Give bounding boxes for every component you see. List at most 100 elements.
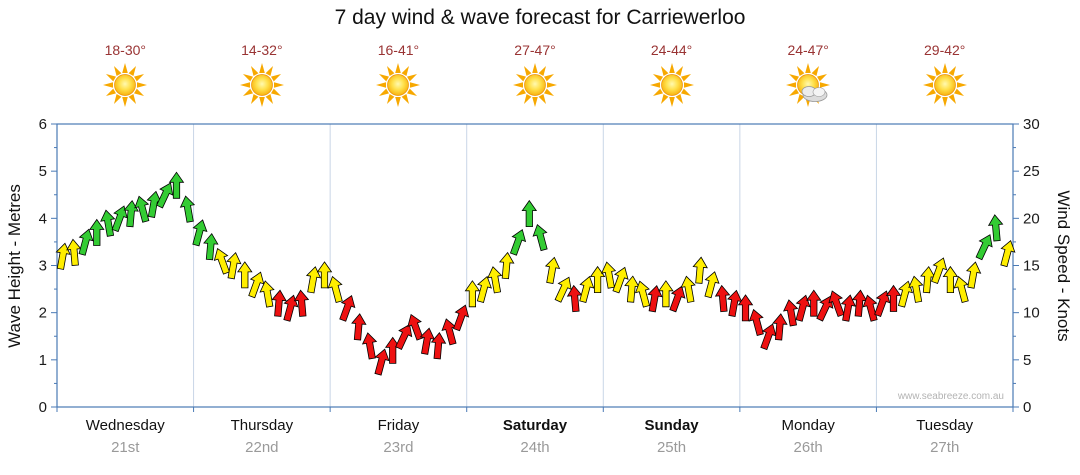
sun-ray <box>668 97 675 107</box>
sun-ray <box>817 74 828 82</box>
wind-arrow <box>669 285 686 313</box>
sun-ray <box>242 74 253 82</box>
temp-range-label: 29-42° <box>924 42 966 58</box>
sun-ray <box>675 93 683 105</box>
day-date-label: 24th <box>520 439 550 456</box>
day-date-label: 22nd <box>245 439 279 456</box>
wind-arrow <box>78 228 94 256</box>
sun-ray <box>953 88 964 96</box>
wind-arrow <box>430 332 447 360</box>
wind-arrow <box>237 261 253 289</box>
sun-ray <box>407 74 418 82</box>
sun-icon <box>513 63 557 107</box>
day-name-label: Thursday <box>230 417 294 434</box>
sun-ray <box>948 65 956 77</box>
sun-ray <box>675 65 683 77</box>
sun-ray <box>376 82 387 88</box>
wind-arrow <box>407 313 424 341</box>
day-footer-wednesday: Wednesday 21st <box>57 417 193 456</box>
sun-ray <box>956 82 967 88</box>
sun-ray <box>524 93 532 105</box>
wind-arrow <box>168 171 185 199</box>
right-axis-tick-label: 15 <box>1023 258 1040 275</box>
wind-arrow <box>374 348 390 376</box>
right-axis-tick-label: 5 <box>1023 352 1031 369</box>
sun-ray <box>103 82 114 88</box>
day-footer-friday: Friday 23rd <box>330 417 466 456</box>
wind-arrow <box>874 290 891 318</box>
sun-ray <box>652 74 663 82</box>
sun-ray <box>134 74 145 82</box>
wind-arrow <box>828 290 845 318</box>
left-axis-tick-label: 2 <box>39 305 47 322</box>
day-header-thursday: 14-32° <box>194 42 330 108</box>
wind-arrow <box>658 280 674 308</box>
sun-ray <box>649 82 660 88</box>
temp-range-label: 27-47° <box>514 42 556 58</box>
sun-icon <box>649 63 694 107</box>
wind-arrow <box>544 256 561 285</box>
sun-ray <box>379 88 390 96</box>
wind-arrow <box>704 271 720 299</box>
wind-arrow <box>248 271 265 299</box>
sun-ray <box>122 97 129 107</box>
sun-ray <box>680 88 691 96</box>
sun-ray <box>259 63 265 73</box>
wind-arrow <box>579 275 595 303</box>
sun-ray <box>805 63 811 73</box>
wind-arrow <box>532 223 548 252</box>
sun-icon <box>239 63 284 107</box>
day-name-label: Friday <box>377 417 420 434</box>
wind-arrow <box>737 294 754 322</box>
sun-ray <box>395 63 402 73</box>
wind-arrow <box>840 294 857 322</box>
wind-arrow <box>942 265 959 294</box>
sun-ray <box>259 97 265 107</box>
left-axis-tick-label: 1 <box>39 352 47 369</box>
day-name-label: Tuesday <box>916 417 974 434</box>
sun-ray <box>789 88 800 96</box>
sun-ray <box>401 65 410 77</box>
sun-ray <box>515 88 527 96</box>
wind-arrow <box>782 299 799 327</box>
wind-arrow <box>100 209 116 237</box>
day-name-label: Sunday <box>644 417 699 434</box>
wind-arrow <box>566 284 583 313</box>
day-date-label: 25th <box>656 439 687 456</box>
sun-icon <box>103 63 148 107</box>
sun-ray <box>797 93 805 105</box>
wind-arrow <box>554 276 572 303</box>
wind-arrow <box>316 261 333 289</box>
sun-ray <box>407 88 418 96</box>
wind-arrow <box>283 294 299 322</box>
wind-arrow <box>760 323 777 351</box>
sun-ray <box>239 82 250 88</box>
sun-ray <box>265 65 273 77</box>
right-axis-tick-label: 20 <box>1023 210 1040 227</box>
day-footer-sunday: Sunday 25th <box>604 417 740 456</box>
wind-arrow <box>476 275 492 303</box>
sun-ray <box>820 82 831 88</box>
sun-ray <box>797 65 805 77</box>
right-axis-title: Wind Speed - Knots <box>1054 190 1073 341</box>
left-axis-tick-label: 0 <box>39 399 47 416</box>
sun-ray <box>683 82 694 88</box>
sun-ray <box>680 74 691 82</box>
day-footer-tuesday: Tuesday 27th <box>877 417 1013 456</box>
day-date-label: 23rd <box>383 439 414 456</box>
day-footer-saturday: Saturday 24th <box>467 417 603 456</box>
right-axis-tick-label: 0 <box>1023 399 1031 416</box>
sun-ray <box>933 65 942 77</box>
sun-icon <box>922 63 967 107</box>
wind-arrow <box>361 332 378 360</box>
sun-ray <box>668 63 675 73</box>
sun-ray <box>265 93 273 105</box>
sun-ray <box>114 65 122 77</box>
wind-arrow <box>975 234 993 261</box>
sun-icon <box>376 63 421 107</box>
day-header-tuesday: 29-42° <box>877 42 1013 108</box>
wind-arrow <box>293 289 310 317</box>
wind-arrow <box>464 280 481 308</box>
day-header-monday: 24-47° <box>740 42 876 108</box>
wind-arrow <box>89 218 105 246</box>
